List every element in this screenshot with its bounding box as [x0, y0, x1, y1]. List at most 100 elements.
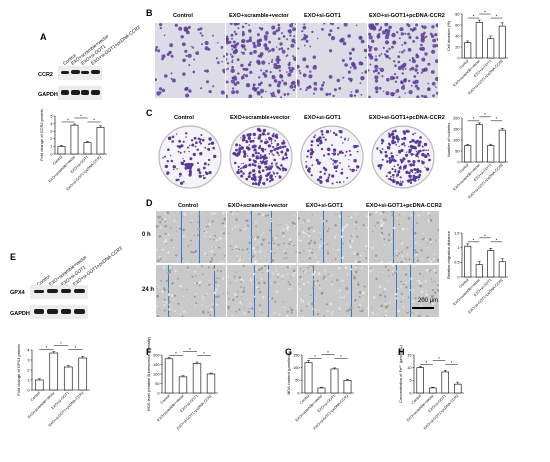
cell-mark — [220, 90, 225, 95]
cell-mark — [187, 26, 191, 30]
colony-mark — [264, 148, 267, 151]
colony-mark — [275, 175, 277, 178]
cell-mark — [275, 29, 279, 33]
texture-dot — [430, 241, 432, 243]
cell-mark — [295, 23, 296, 25]
texture-dot — [191, 251, 195, 254]
texture-dot — [309, 255, 311, 257]
texture-dot — [183, 213, 187, 216]
colony-mark — [428, 154, 430, 157]
x-tick-label: Control — [52, 155, 63, 166]
texture-dot — [163, 217, 167, 221]
texture-dot — [243, 312, 246, 315]
texture-dot — [353, 275, 356, 279]
texture-dot — [427, 212, 430, 215]
texture-dot — [414, 213, 416, 215]
texture-dot — [240, 288, 242, 290]
significance-star: * — [46, 345, 48, 350]
cell-mark — [182, 58, 186, 63]
colony-mark — [414, 172, 417, 174]
bar — [454, 383, 462, 394]
texture-dot — [319, 284, 321, 287]
cell-mark — [223, 71, 225, 74]
texture-dot — [239, 256, 242, 258]
texture-dot — [427, 219, 430, 223]
texture-dot — [353, 252, 356, 255]
texture-dot — [156, 315, 160, 317]
cell-mark — [257, 61, 261, 65]
texture-dot — [215, 295, 218, 299]
cell-mark — [303, 44, 306, 47]
colony-mark — [319, 142, 322, 145]
texture-dot — [357, 260, 359, 263]
y-tick-label: 1.5 — [454, 231, 459, 235]
texture-dot — [210, 250, 213, 253]
texture-dot — [156, 313, 157, 316]
colony-mark — [332, 159, 335, 162]
colony-mark — [259, 160, 262, 163]
colony-mark — [252, 139, 255, 143]
cell-mark — [391, 32, 396, 38]
texture-dot — [292, 269, 296, 273]
texture-dot — [252, 235, 254, 237]
texture-dot — [228, 297, 230, 300]
colony-mark — [196, 162, 199, 165]
texture-dot — [273, 245, 275, 247]
cell-mark — [313, 81, 318, 86]
texture-dot — [271, 239, 274, 241]
texture-dot — [430, 260, 433, 263]
colony-mark — [390, 132, 395, 136]
texture-dot — [302, 315, 304, 317]
colony-mark — [309, 156, 313, 159]
cell-mark — [237, 72, 240, 75]
colony-mark — [397, 170, 401, 174]
colony-mark — [396, 176, 398, 178]
texture-dot — [290, 308, 294, 312]
cell-mark — [185, 93, 190, 98]
cell-mark — [183, 26, 188, 31]
texture-dot — [398, 213, 400, 216]
colony-mark — [379, 150, 383, 154]
y-tick-label: 0 — [27, 388, 29, 392]
colony-mark — [348, 150, 351, 152]
cell-mark — [359, 36, 363, 39]
colony-mark — [388, 171, 392, 174]
texture-dot — [256, 271, 258, 273]
colony-mark — [321, 133, 324, 136]
colony-mark — [417, 179, 420, 181]
colony-mark — [416, 139, 419, 143]
colony-mark — [281, 157, 285, 161]
colony-mark — [337, 153, 340, 156]
texture-dot — [222, 232, 226, 235]
texture-dot — [193, 251, 197, 254]
texture-dot — [431, 273, 433, 275]
texture-dot — [164, 232, 167, 235]
wound-image-0h — [369, 211, 439, 263]
texture-dot — [269, 250, 272, 253]
cell-mark — [257, 39, 260, 42]
cell-mark — [386, 77, 390, 82]
texture-dot — [406, 254, 408, 256]
colony-mark — [172, 168, 175, 171]
cell-mark — [351, 47, 355, 52]
colony-mark — [171, 135, 175, 139]
texture-dot — [362, 299, 364, 301]
cell-mark — [329, 29, 333, 33]
cell-mark — [178, 26, 183, 31]
cell-mark — [193, 58, 196, 61]
texture-dot — [415, 253, 418, 256]
colony-mark — [236, 170, 240, 175]
texture-dot — [383, 244, 386, 246]
texture-dot — [308, 240, 310, 242]
texture-dot — [247, 310, 250, 314]
significance-star: * — [75, 345, 77, 350]
texture-dot — [415, 251, 418, 254]
texture-dot — [236, 257, 238, 259]
cell-mark — [278, 69, 281, 72]
texture-dot — [229, 211, 233, 213]
texture-dot — [436, 289, 439, 292]
cell-mark — [414, 84, 418, 88]
texture-dot — [372, 270, 373, 272]
x-tick-label: Control — [411, 394, 422, 405]
texture-dot — [193, 295, 196, 298]
